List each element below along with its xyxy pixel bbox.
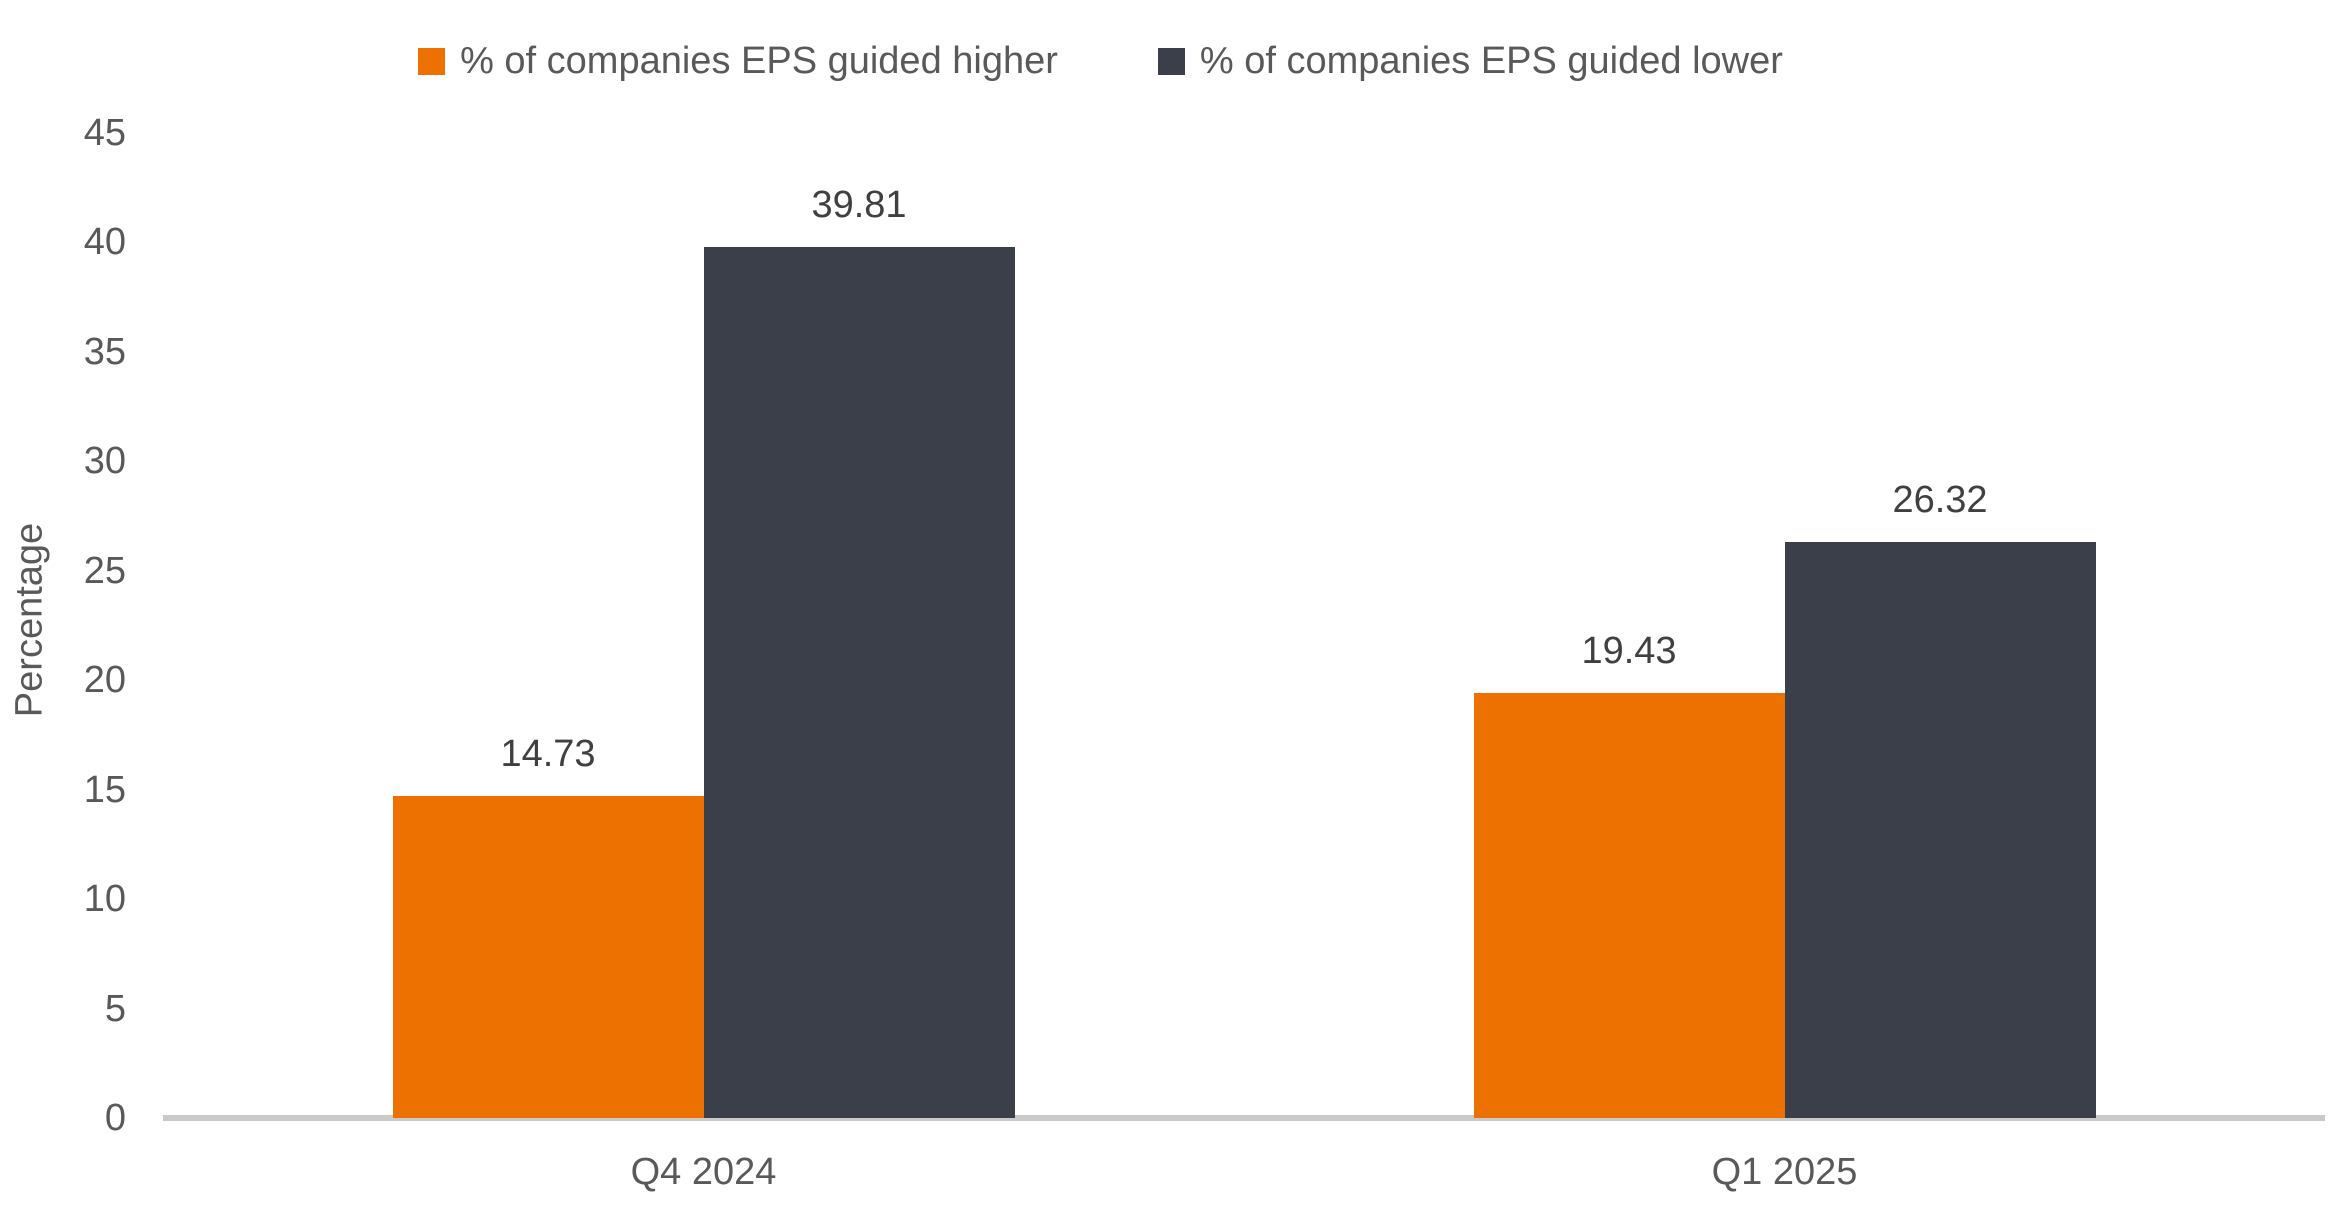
y-axis-tick-label: 30: [83, 440, 126, 483]
bar-column-q1-2025-lower: 26.32: [1784, 476, 2096, 1118]
y-axis-tick-label: 15: [83, 768, 126, 811]
bar-q4-2024-guided-lower: [703, 246, 1015, 1118]
legend-item-guided-lower: % of companies EPS guided lower: [1157, 36, 1783, 86]
bar-group-q1-2025: 19.43 26.32: [1244, 133, 2325, 1118]
y-axis-tick-label: 20: [83, 659, 126, 702]
bar-column-q4-2024-lower: 39.81: [703, 181, 1015, 1118]
legend-swatch-guided-higher-icon: [418, 47, 446, 75]
x-axis-label-q4-2024: Q4 2024: [630, 1151, 777, 1193]
plot-area: 14.73 39.81 19.43 26.32: [163, 133, 2325, 1118]
bar-group-q4-2024: 14.73 39.81: [163, 133, 1244, 1118]
bar-column-q1-2025-higher: 19.43: [1473, 627, 1785, 1118]
y-axis-tick-label: 5: [104, 987, 126, 1030]
bar-q1-2025-guided-higher: [1473, 692, 1785, 1118]
y-axis-tick-label: 10: [83, 878, 126, 921]
legend-swatch-guided-lower-icon: [1157, 47, 1185, 75]
bar-value-label-q1-2025-lower: 26.32: [1892, 478, 1988, 521]
legend-label-guided-higher: % of companies EPS guided higher: [460, 40, 1058, 82]
y-axis-tick-label: 35: [83, 330, 126, 373]
y-axis-tick-label: 25: [83, 549, 126, 592]
bar-q1-2025-guided-lower: [1784, 541, 2096, 1118]
y-axis-tick-label: 0: [104, 1097, 126, 1139]
legend-item-guided-higher: % of companies EPS guided higher: [418, 36, 1058, 86]
legend: % of companies EPS guided higher % of co…: [0, 36, 2266, 86]
y-axis-tick-label: 40: [83, 221, 126, 264]
bar-column-q4-2024-higher: 14.73: [392, 730, 704, 1118]
legend-label-guided-lower: % of companies EPS guided lower: [1199, 40, 1783, 82]
x-axis-labels: Q4 2024 Q1 2025: [163, 1148, 2325, 1196]
x-axis-label-q1-2025: Q1 2025: [1711, 1151, 1858, 1193]
bar-value-label-q4-2024-higher: 14.73: [500, 732, 596, 775]
y-axis-tick-label: 45: [83, 112, 126, 154]
x-axis-line: [163, 1115, 2325, 1121]
bar-value-label-q1-2025-higher: 19.43: [1581, 629, 1677, 672]
bar-q4-2024-guided-higher: [392, 795, 704, 1118]
bar-value-label-q4-2024-lower: 39.81: [811, 183, 907, 226]
